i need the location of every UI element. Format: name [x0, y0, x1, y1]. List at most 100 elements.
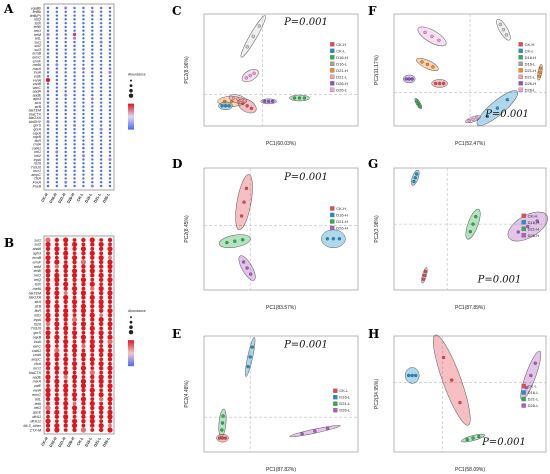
sample-point — [248, 272, 253, 276]
y-axis-label: PC2(4.48%) — [184, 380, 190, 408]
abundance-dot — [72, 414, 77, 419]
abundance-dot — [54, 409, 60, 415]
legend-swatch — [330, 55, 335, 60]
abundance-dot — [99, 238, 104, 242]
legend-size-dot — [129, 320, 133, 324]
abundance-dot — [46, 154, 50, 157]
abundance-dot — [82, 56, 85, 59]
gene-label: aadA — [33, 247, 42, 251]
abundance-dot — [91, 14, 94, 17]
abundance-dot — [45, 423, 51, 428]
sample-label: CK-H — [41, 436, 49, 446]
abundance-dot — [45, 418, 51, 424]
abundance-dot — [89, 294, 95, 301]
abundance-dot — [108, 143, 112, 146]
abundance-dot — [73, 21, 76, 25]
abundance-dot — [54, 246, 60, 252]
abundance-dot — [108, 6, 112, 10]
abundance-dot — [73, 177, 76, 180]
abundance-dot — [81, 388, 86, 393]
abundance-dot — [73, 116, 76, 120]
abundance-dot — [91, 86, 94, 89]
abundance-dot — [73, 36, 77, 40]
legend-swatch — [518, 74, 523, 80]
abundance-dot — [46, 77, 50, 82]
plot-frame — [203, 167, 359, 291]
abundance-dot — [55, 14, 59, 17]
abundance-dot — [108, 86, 112, 89]
abundance-dot — [91, 101, 94, 104]
abundance-dot — [64, 173, 67, 176]
abundance-dot — [99, 127, 103, 131]
abundance-dot — [99, 6, 103, 10]
abundance-dot — [46, 56, 50, 59]
legend-swatch — [521, 213, 526, 218]
abundance-dot — [55, 21, 59, 25]
gene-label: ermC — [32, 56, 41, 60]
abundance-dot — [46, 14, 50, 17]
abundance-dot — [73, 131, 76, 135]
abundance-dot — [72, 32, 77, 37]
abundance-dot — [64, 59, 67, 63]
abundance-dot — [55, 127, 59, 131]
gene-label: tetL — [35, 37, 41, 41]
abundance-dot — [46, 169, 50, 173]
abundance-dot — [55, 6, 59, 10]
abundance-dot — [107, 290, 113, 296]
abundance-dot — [72, 259, 77, 265]
abundance-dot — [89, 281, 95, 287]
y-axis-label: PC2(34.95%) — [374, 379, 380, 409]
abundance-dot — [108, 317, 112, 322]
abundance-dot — [63, 312, 69, 318]
abundance-dot — [82, 6, 85, 10]
abundance-dot — [108, 135, 112, 138]
y-axis-label: PC2(8.96%) — [184, 56, 190, 84]
abundance-dot — [46, 59, 50, 63]
abundance-dot — [64, 97, 67, 101]
abundance-dot — [108, 52, 112, 55]
sample-point — [529, 373, 533, 378]
abundance-dot — [90, 361, 95, 366]
abundance-dot — [98, 374, 104, 380]
abundance-dot — [98, 316, 104, 323]
abundance-dot — [81, 370, 86, 375]
abundance-dot — [64, 29, 67, 32]
sample-point — [292, 96, 297, 100]
abundance-dot — [55, 10, 59, 13]
abundance-dot — [46, 105, 50, 108]
abundance-dot — [45, 379, 51, 384]
abundance-dot — [80, 290, 87, 296]
legend-entry: D21-H — [336, 219, 348, 224]
abundance-dot — [73, 18, 76, 21]
abundance-dot — [64, 21, 67, 25]
abundance-dot — [54, 357, 60, 362]
abundance-dot — [107, 365, 113, 371]
abundance-dot — [46, 71, 50, 74]
legend-swatch — [518, 87, 523, 93]
abundance-dot — [82, 44, 85, 48]
sample-point — [245, 266, 249, 270]
abundance-dot — [73, 146, 76, 150]
abundance-dot — [91, 59, 94, 63]
sample-point — [505, 98, 509, 102]
abundance-dot — [46, 131, 50, 135]
legend-entry: D21-H — [525, 68, 537, 73]
abundance-dot — [63, 366, 68, 371]
abundance-dot — [64, 116, 67, 120]
legend-swatch — [518, 55, 523, 60]
abundance-dot — [81, 406, 86, 410]
abundance-dot — [46, 135, 50, 138]
abundance-dot — [91, 146, 94, 150]
abundance-dot — [90, 317, 95, 322]
abundance-dot — [46, 93, 50, 97]
abundance-dot — [98, 259, 104, 265]
gene-label: vanB — [33, 82, 42, 86]
abundance-dot — [64, 82, 67, 85]
abundance-dot — [72, 401, 77, 406]
gene-label: dfrA1 — [32, 415, 41, 419]
abundance-dot — [90, 277, 95, 282]
abundance-dot — [54, 269, 59, 273]
abundance-dot — [108, 44, 112, 48]
abundance-dot — [45, 387, 51, 393]
abundance-dot — [107, 299, 113, 305]
